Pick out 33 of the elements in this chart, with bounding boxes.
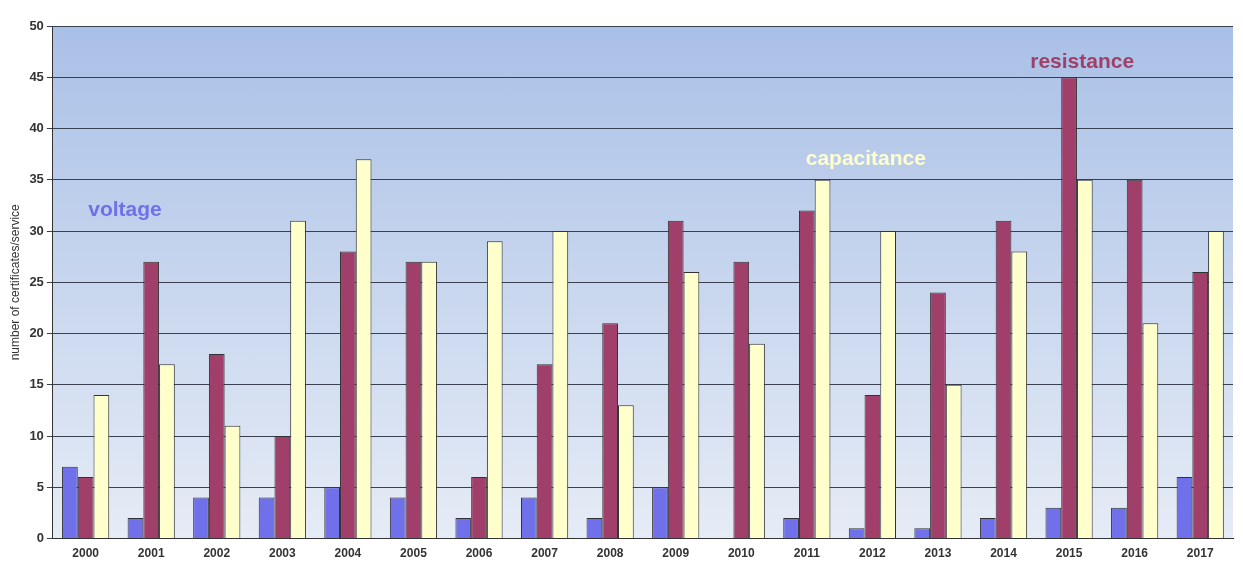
series-label: resistance (1030, 48, 1135, 72)
x-tick-label: 2004 (334, 546, 362, 561)
x-tick-label: 2003 (268, 546, 296, 561)
x-tick-label: 2002 (203, 546, 231, 561)
y-tick-label: 50 (29, 17, 44, 33)
text: voltage (88, 197, 162, 221)
y-tick-label: 25 (29, 273, 44, 289)
x-tick-label: 2000 (72, 546, 100, 561)
x-tick-label: 2011 (793, 546, 821, 561)
y-tick-label: 30 (29, 222, 44, 238)
y-tick-label: 10 (29, 427, 44, 443)
x-tick-label: 2007 (531, 546, 559, 561)
y-tick-label: 5 (36, 478, 44, 494)
y-tick-label: 45 (29, 68, 44, 84)
x-tick-label: 2017 (1186, 546, 1214, 561)
x-tick-label: 2009 (662, 546, 690, 561)
y-tick-label: 40 (29, 120, 44, 136)
x-tick-label: 2005 (400, 546, 428, 561)
x-tick-label: 2006 (465, 546, 493, 561)
y-axis-title: number of certificates/service (7, 203, 22, 361)
x-tick-label: 2001 (137, 546, 165, 561)
x-tick-label: 2012 (859, 546, 887, 561)
x-tick-label: 2008 (596, 546, 624, 561)
x-tick-label: 2016 (1121, 546, 1149, 561)
y-tick-label: 35 (29, 171, 44, 187)
y-tick-label: 0 (36, 530, 44, 546)
x-tick-label: 2015 (1055, 546, 1083, 561)
series-label: capacitance (805, 146, 926, 170)
x-tick-label: 2013 (924, 546, 952, 561)
x-tick-label: 2010 (727, 546, 755, 561)
x-tick-label: 2014 (990, 546, 1018, 561)
y-tick-label: 20 (29, 325, 44, 341)
y-tick-label: 15 (29, 376, 44, 392)
